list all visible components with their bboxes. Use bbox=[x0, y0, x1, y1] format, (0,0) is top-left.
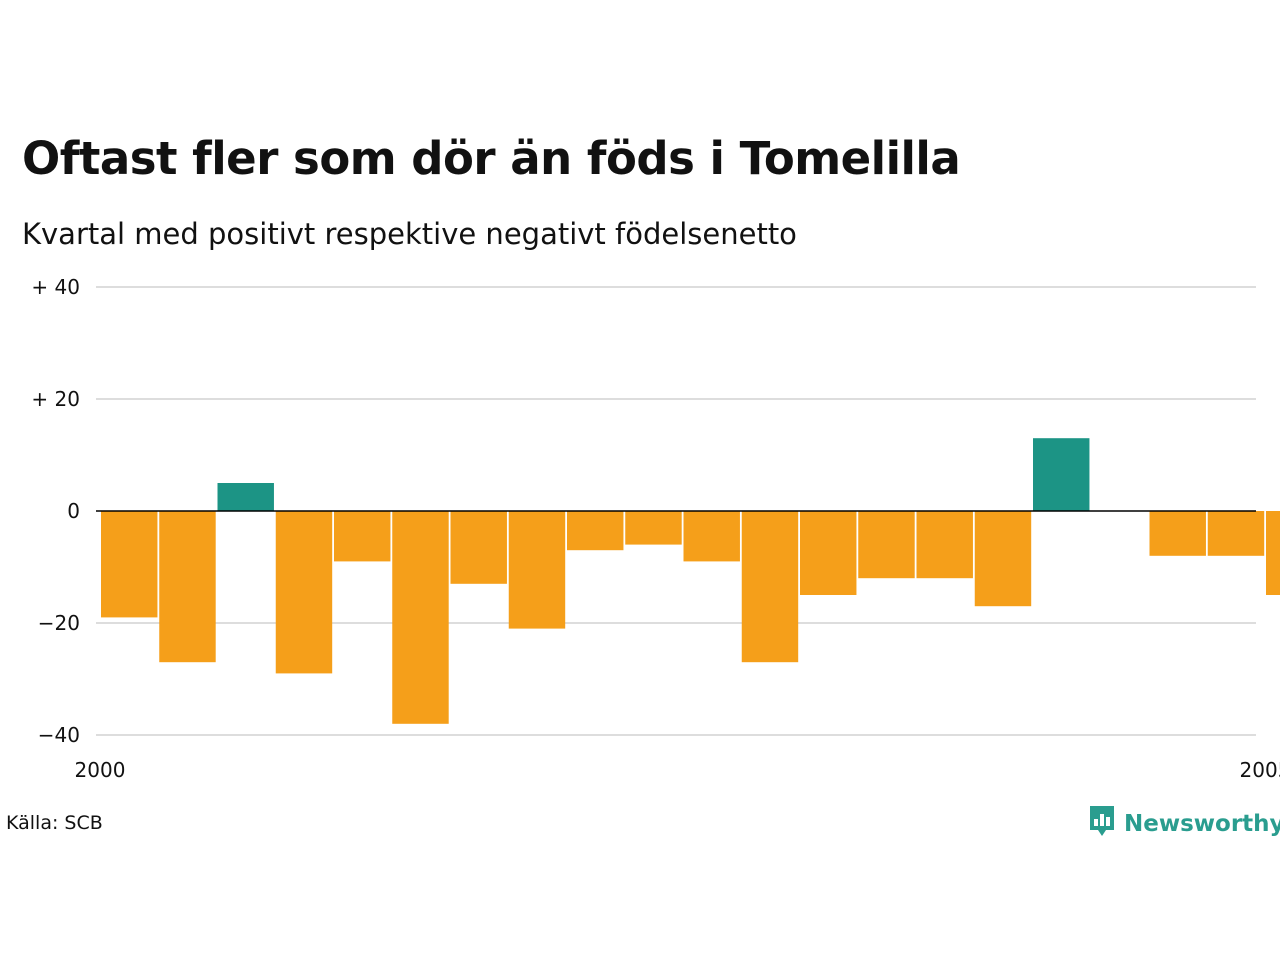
bar-negative bbox=[392, 511, 449, 724]
bar-negative bbox=[1149, 511, 1206, 556]
y-tick-label: −40 bbox=[38, 723, 80, 747]
bar-negative bbox=[159, 511, 216, 663]
y-tick-label: −20 bbox=[38, 611, 80, 635]
bar-negative bbox=[567, 511, 624, 551]
bar-negative bbox=[741, 511, 799, 663]
bar-negative bbox=[508, 511, 566, 629]
y-tick-label: + 40 bbox=[31, 275, 80, 299]
bar-negative bbox=[275, 511, 333, 674]
bar-negative bbox=[916, 511, 973, 579]
bar-negative bbox=[974, 511, 1032, 607]
bar-negative bbox=[800, 511, 857, 595]
bars-layer bbox=[101, 438, 1280, 724]
bar-negative bbox=[450, 511, 507, 584]
grid-layer bbox=[96, 286, 1256, 736]
bar-negative bbox=[1207, 511, 1265, 556]
bar-positive bbox=[1033, 438, 1090, 511]
y-tick-label: 0 bbox=[67, 499, 80, 523]
bar-negative bbox=[101, 511, 158, 618]
y-tick-label: + 20 bbox=[31, 387, 80, 411]
bar-negative bbox=[683, 511, 740, 562]
source-note: Källa: SCB bbox=[6, 812, 103, 834]
x-tick-label: 2005 bbox=[1240, 758, 1280, 782]
bar-negative bbox=[1266, 511, 1280, 595]
bar-negative bbox=[334, 511, 391, 562]
newsworthy-logo[interactable]: Newsworthy bbox=[1088, 804, 1280, 844]
x-tick-label: 2000 bbox=[75, 758, 126, 782]
labels-layer: + 40+ 200−20−4020002005201020152020 bbox=[31, 275, 1280, 782]
newsworthy-chart-icon bbox=[1088, 804, 1118, 844]
bar-negative bbox=[858, 511, 915, 579]
chart-subtitle: Kvartal med positivt respektive negativt… bbox=[22, 217, 797, 251]
bar-negative bbox=[625, 511, 682, 545]
bar-positive bbox=[217, 483, 274, 511]
chart-title: Oftast fler som dör än föds i Tomelilla bbox=[22, 132, 961, 185]
brand-name: Newsworthy bbox=[1124, 811, 1280, 837]
